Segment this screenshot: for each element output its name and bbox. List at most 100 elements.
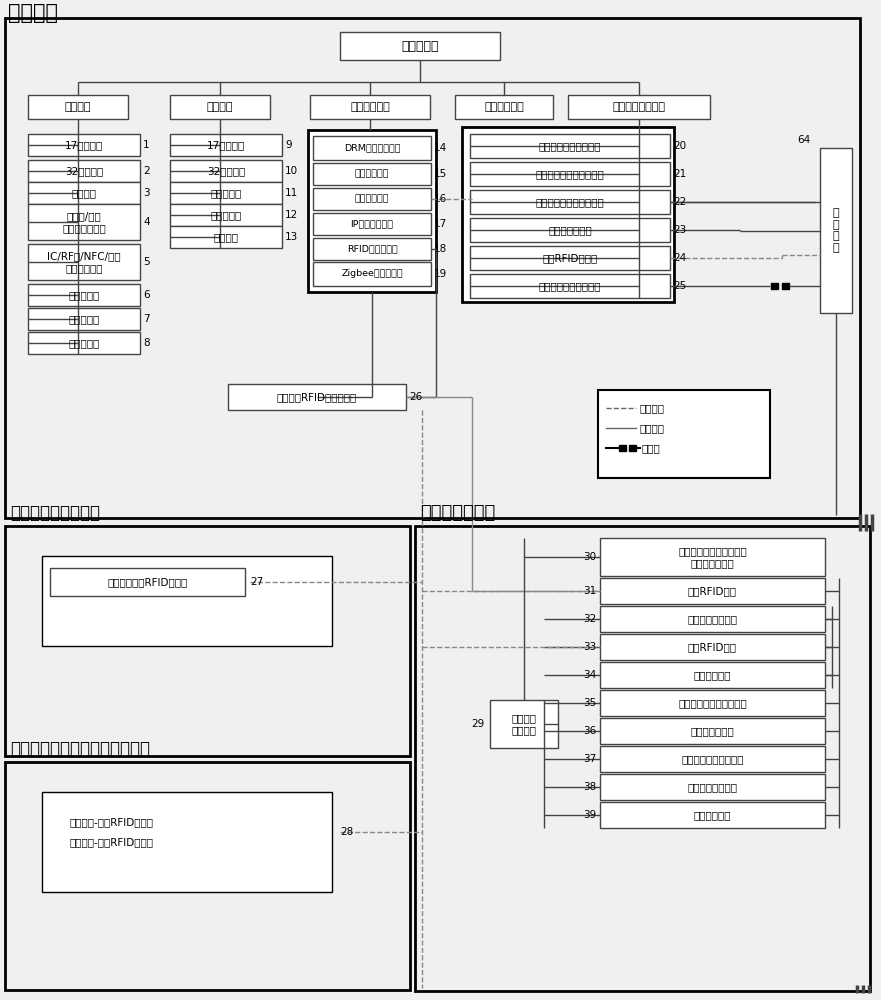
Text: 车载全向有源RFID读写器: 车载全向有源RFID读写器 [107, 577, 188, 587]
Text: 输入模块: 输入模块 [64, 102, 92, 112]
Text: 31: 31 [582, 586, 596, 596]
Text: 音频接口: 音频接口 [213, 232, 239, 242]
Text: 自助终端电磁阀: 自助终端电磁阀 [548, 225, 592, 235]
Bar [820, 148, 852, 313]
Text: 输出模块: 输出模块 [207, 102, 233, 112]
Bar [600, 578, 825, 604]
Text: 周转箱取电凹槽: 周转箱取电凹槽 [691, 726, 735, 736]
Bar [629, 445, 636, 451]
Bar [313, 188, 431, 210]
Text: 智能控制功能模块: 智能控制功能模块 [612, 102, 665, 112]
Bar [28, 160, 140, 182]
Bar [782, 283, 789, 289]
Text: 27: 27 [250, 577, 263, 587]
Bar [308, 130, 436, 292]
Bar [600, 746, 825, 772]
Text: 仓储盘点-有源RFID读写器: 仓储盘点-有源RFID读写器 [70, 837, 154, 847]
Text: 21: 21 [673, 169, 686, 179]
Bar [455, 95, 553, 119]
Text: 18: 18 [434, 244, 448, 254]
Bar [310, 95, 430, 119]
Text: 12: 12 [285, 210, 299, 220]
Text: 29: 29 [471, 719, 485, 729]
Text: 周转装置供电模块及凸柱: 周转装置供电模块及凸柱 [536, 197, 604, 207]
Text: 称重模块滑合凹槽: 称重模块滑合凹槽 [687, 782, 737, 792]
Bar [470, 246, 670, 270]
Bar [170, 182, 282, 204]
Text: Zigbee局域网模块: Zigbee局域网模块 [341, 269, 403, 278]
Text: 17寸显示器: 17寸显示器 [65, 140, 103, 150]
Text: 周转装置开合控制模块: 周转装置开合控制模块 [539, 141, 601, 151]
Bar [28, 284, 140, 306]
Text: 有线通讯: 有线通讯 [640, 423, 665, 433]
Text: 凭条打印机: 凭条打印机 [211, 188, 241, 198]
Bar [600, 690, 825, 716]
Text: 6: 6 [143, 290, 150, 300]
Text: 无线通讯: 无线通讯 [640, 403, 665, 413]
Bar [50, 568, 245, 596]
Text: 33: 33 [582, 642, 596, 652]
Text: 称重模块放大器及凹柱: 称重模块放大器及凹柱 [539, 281, 601, 291]
Bar [415, 526, 870, 991]
Text: 13: 13 [285, 232, 299, 242]
Bar [5, 526, 410, 756]
Text: 10: 10 [285, 166, 298, 176]
Text: 无源RFID模块: 无源RFID模块 [688, 642, 737, 652]
Text: 电源管理模块: 电源管理模块 [485, 102, 524, 112]
Text: 自助终端: 自助终端 [8, 3, 58, 23]
Bar [170, 95, 270, 119]
Text: 24: 24 [673, 253, 686, 263]
Text: 精准物流周转箱: 精准物流周转箱 [420, 504, 495, 522]
Text: 称
重
模
块: 称 重 模 块 [833, 208, 840, 253]
Text: IC/RF卡/NFC/磁卡
四合一读写器: IC/RF卡/NFC/磁卡 四合一读写器 [48, 251, 121, 273]
Text: 7: 7 [143, 314, 150, 324]
Text: 22: 22 [673, 197, 686, 207]
Bar [28, 244, 140, 280]
Bar [470, 190, 670, 214]
Text: 25: 25 [673, 281, 686, 291]
Text: 38: 38 [582, 782, 596, 792]
Text: 15: 15 [434, 169, 448, 179]
Bar [340, 32, 500, 60]
Text: 30: 30 [583, 552, 596, 562]
Bar [600, 802, 825, 828]
Text: 32寸触摸屏: 32寸触摸屏 [207, 166, 245, 176]
Text: 出库入库-无源RFID读写器: 出库入库-无源RFID读写器 [70, 817, 154, 827]
Bar [600, 606, 825, 632]
Bar [313, 262, 431, 286]
Bar [600, 662, 825, 688]
Text: 周转箱电磁阀: 周转箱电磁阀 [693, 670, 731, 680]
Text: 39: 39 [582, 810, 596, 820]
Bar [170, 204, 282, 226]
Text: 周转箱电磁阀咬合凸槽: 周转箱电磁阀咬合凸槽 [681, 754, 744, 764]
Bar [619, 445, 626, 451]
Text: 无源RFID读写器: 无源RFID读写器 [543, 253, 597, 263]
Bar [170, 134, 282, 156]
Text: 场景摄像头: 场景摄像头 [69, 338, 100, 348]
Bar [5, 18, 860, 518]
Text: 34: 34 [582, 670, 596, 680]
Text: 23: 23 [673, 225, 686, 235]
Bar [28, 308, 140, 330]
Bar [470, 218, 670, 242]
Bar [28, 95, 128, 119]
Text: 钱币收取器: 钱币收取器 [69, 290, 100, 300]
Text: 数字键盘: 数字键盘 [71, 188, 97, 198]
Text: IP语音呼叫模块: IP语音呼叫模块 [351, 220, 394, 229]
Bar [170, 160, 282, 182]
Bar [28, 332, 140, 354]
Text: 17: 17 [434, 219, 448, 229]
Text: 身份证/指纹
二合一识别模块: 身份证/指纹 二合一识别模块 [63, 211, 106, 233]
Text: 1: 1 [143, 140, 150, 150]
Text: RFID硬件中间件: RFID硬件中间件 [346, 244, 397, 253]
Text: 头像摄像头: 头像摄像头 [69, 314, 100, 324]
Bar [228, 384, 406, 410]
Bar [600, 634, 825, 660]
Text: 硬卡打印机: 硬卡打印机 [211, 210, 241, 220]
Text: 周转箱主控板: 周转箱主控板 [693, 810, 731, 820]
Bar [490, 700, 558, 748]
Text: 28: 28 [340, 827, 353, 837]
Text: 自动化集成配送车辆: 自动化集成配送车辆 [10, 504, 100, 522]
Bar [470, 162, 670, 186]
Bar [28, 134, 140, 156]
